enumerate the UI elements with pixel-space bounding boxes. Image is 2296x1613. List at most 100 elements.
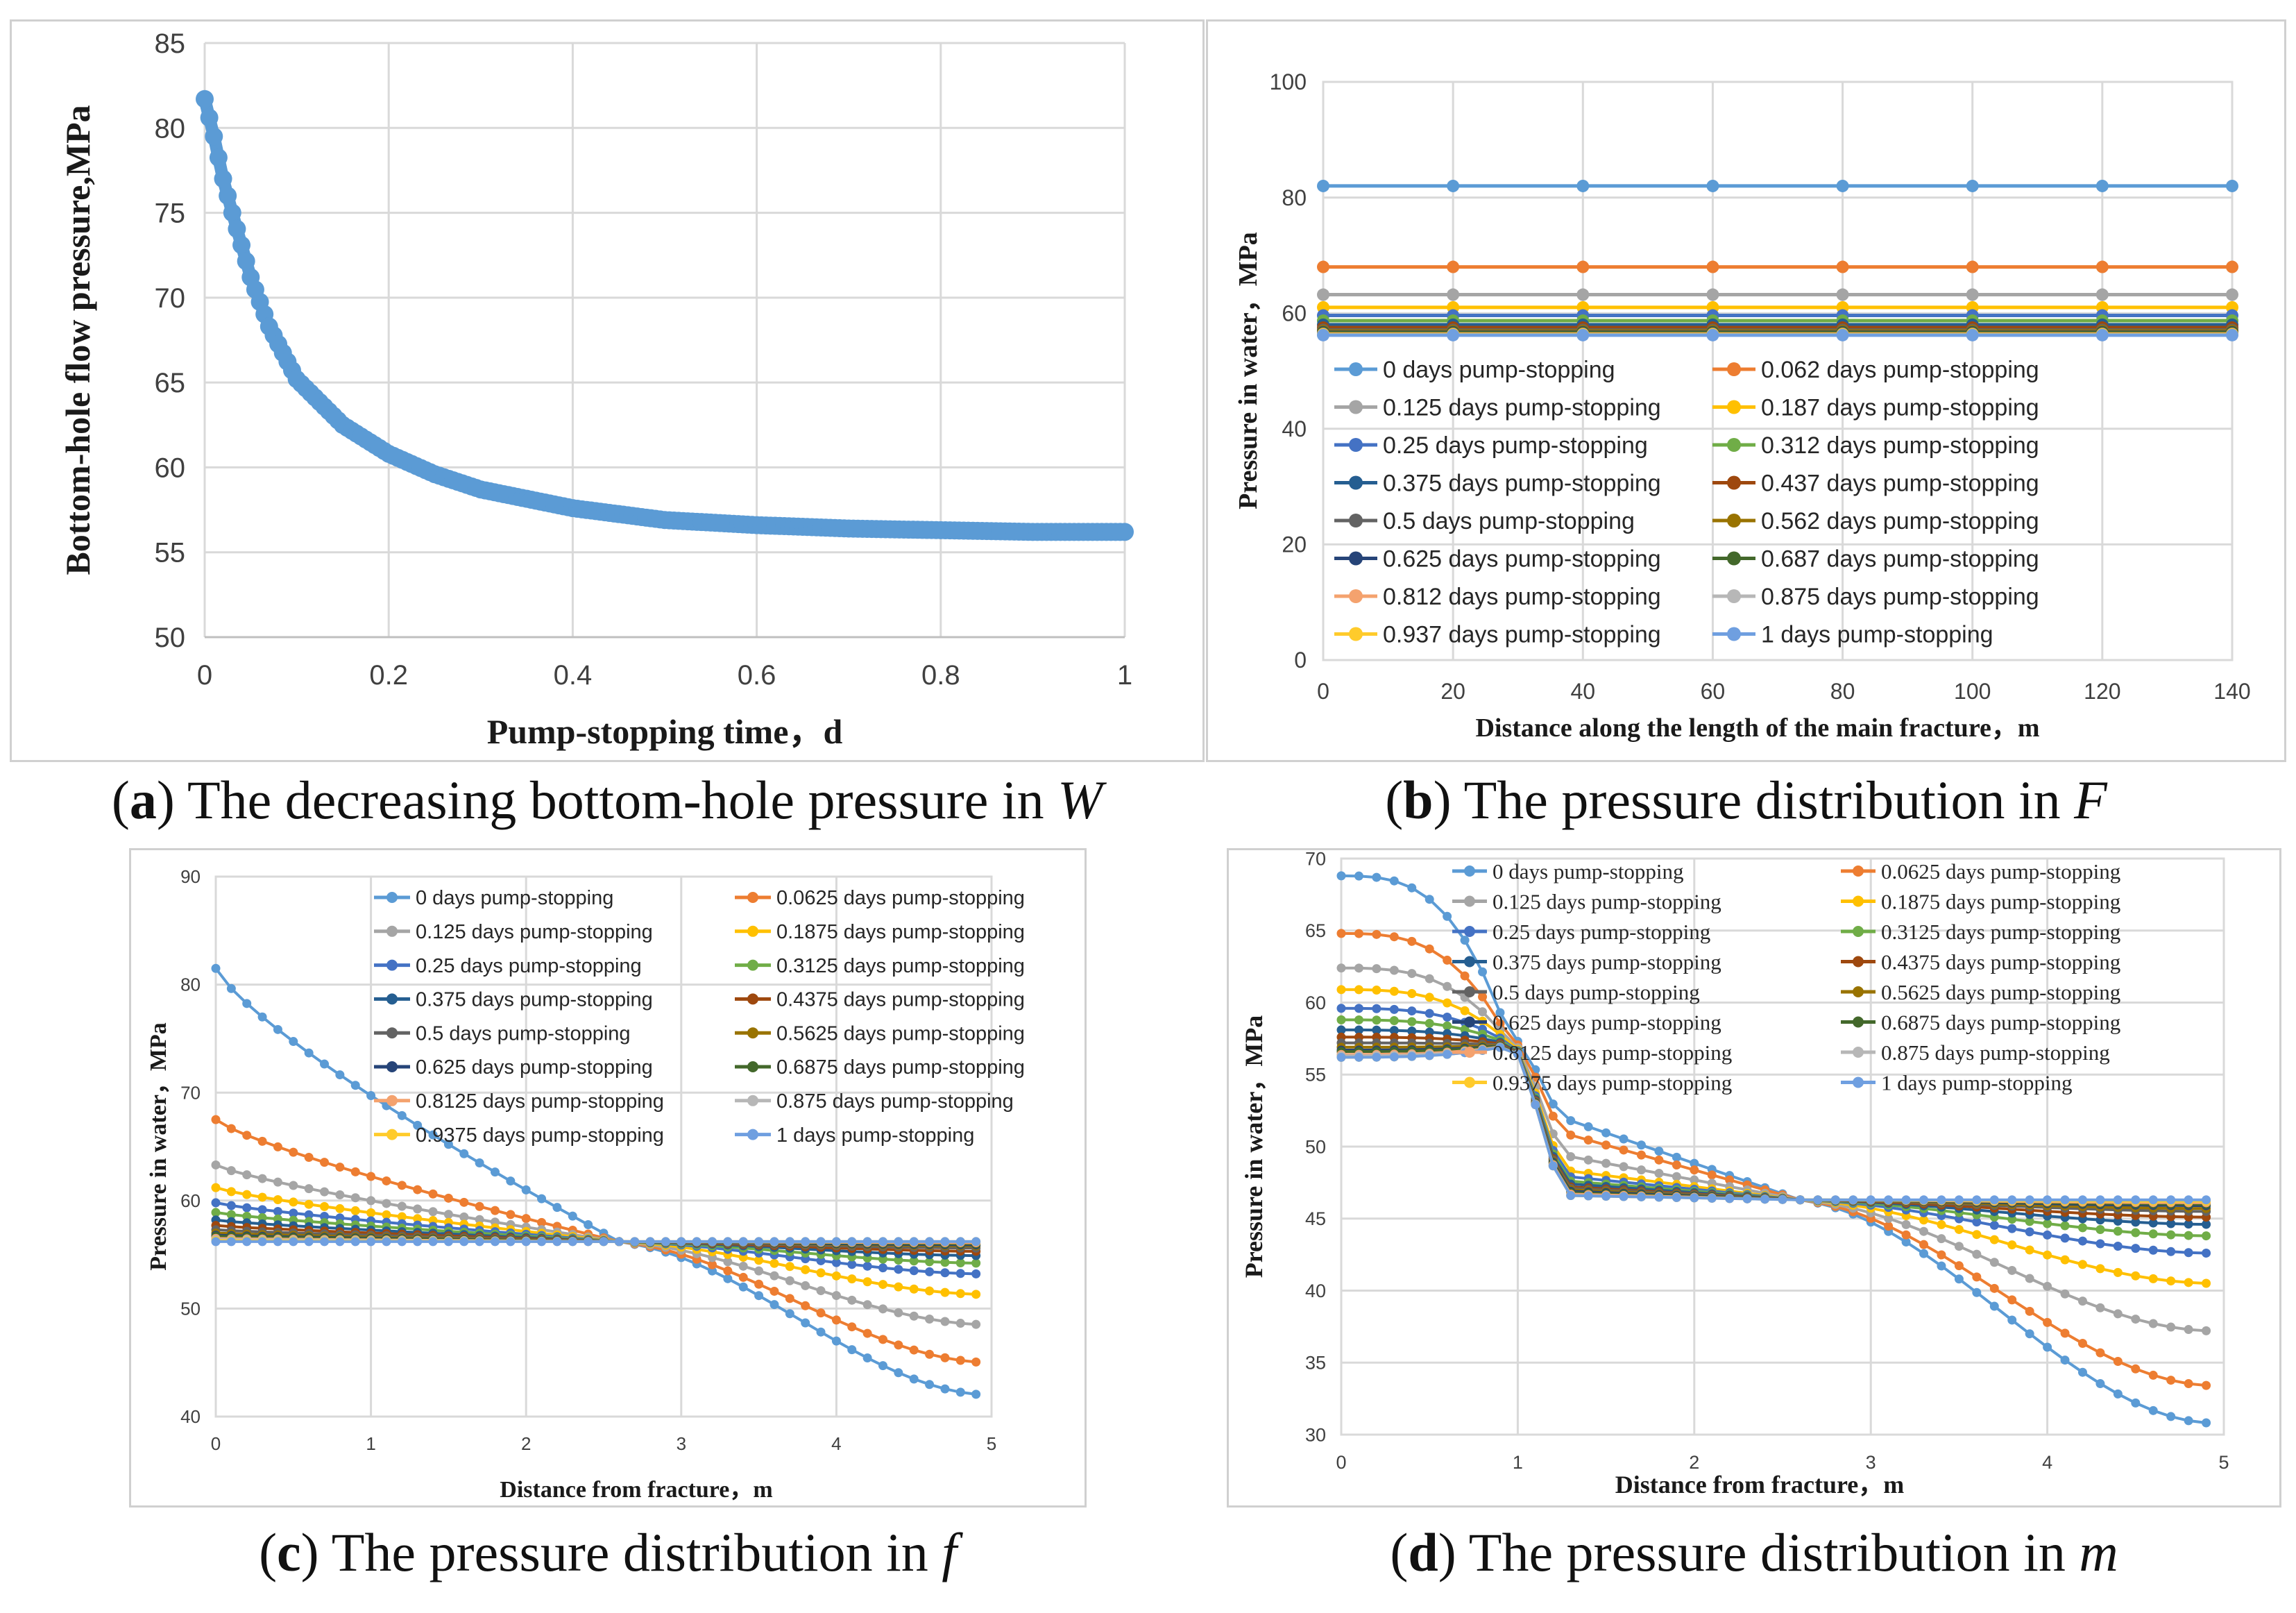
data-point — [289, 1208, 298, 1218]
data-point — [257, 1136, 267, 1146]
data-point — [459, 1149, 469, 1158]
data-point — [925, 1380, 935, 1390]
data-point — [1884, 1195, 1894, 1205]
legend-marker — [1727, 589, 1741, 603]
x-tick-label: 4 — [831, 1433, 841, 1454]
data-point — [1707, 1170, 1717, 1180]
data-point — [1566, 1152, 1576, 1162]
data-point — [584, 1220, 593, 1230]
data-point — [645, 1237, 655, 1247]
data-point — [397, 1110, 407, 1120]
data-point — [614, 1237, 624, 1247]
data-point — [1336, 929, 1346, 938]
data-point — [350, 1193, 360, 1203]
x-tick-label: 140 — [2213, 679, 2250, 704]
data-point — [490, 1206, 500, 1215]
legend-label: 0.875 days pump-stopping — [776, 1090, 1014, 1113]
data-point — [1372, 1052, 1381, 1062]
data-point — [2202, 1380, 2211, 1390]
data-point — [1672, 1192, 1681, 1202]
data-point — [677, 1237, 686, 1247]
data-point — [754, 1279, 764, 1289]
data-point — [955, 1387, 965, 1397]
data-point — [1460, 936, 1470, 945]
data-point — [2025, 1217, 2034, 1226]
data-point — [940, 1287, 950, 1297]
data-point — [1447, 260, 1460, 273]
data-point — [2184, 1195, 2193, 1205]
data-point — [1443, 1049, 1452, 1059]
data-point — [475, 1237, 484, 1247]
data-point — [940, 1317, 950, 1326]
data-point — [1937, 1261, 1946, 1271]
data-point — [2166, 1219, 2176, 1228]
data-point — [2113, 1226, 2123, 1236]
data-point — [1372, 1025, 1381, 1035]
data-point — [1989, 1258, 1999, 1267]
data-point — [1937, 1250, 1946, 1260]
data-point — [971, 1237, 981, 1247]
data-point — [1866, 1195, 1876, 1205]
data-point — [971, 1357, 981, 1367]
data-point — [242, 1131, 252, 1140]
data-point — [2202, 1326, 2211, 1335]
data-point — [909, 1284, 919, 1294]
data-point — [2095, 1195, 2105, 1205]
data-point — [925, 1237, 935, 1247]
data-point — [2166, 1276, 2176, 1286]
data-point — [2095, 1264, 2105, 1274]
legend-marker — [1464, 1076, 1475, 1088]
data-point — [909, 1237, 919, 1247]
data-point — [223, 203, 241, 222]
data-point — [366, 1172, 376, 1181]
data-point — [1954, 1195, 1964, 1205]
data-point — [1372, 872, 1381, 882]
legend-label: 0.9375 days pump-stopping — [1493, 1070, 1732, 1095]
data-point — [397, 1181, 407, 1190]
data-point — [320, 1187, 330, 1197]
y-tick-label: 60 — [1305, 993, 1326, 1013]
legend-label: 0.875 days pump-stopping — [1881, 1040, 2110, 1065]
data-point — [2131, 1364, 2141, 1374]
data-point — [2025, 1306, 2034, 1316]
data-point — [1389, 932, 1399, 942]
data-point — [2060, 1233, 2070, 1243]
data-point — [1706, 288, 1719, 301]
data-point — [2166, 1412, 2176, 1421]
data-point — [862, 1277, 872, 1287]
data-point — [521, 1185, 531, 1194]
data-point — [2007, 1240, 2017, 1250]
data-point — [816, 1308, 826, 1318]
data-point — [350, 1206, 360, 1215]
data-point — [273, 1024, 282, 1034]
data-point — [506, 1210, 516, 1219]
data-point — [2148, 1370, 2158, 1380]
legend-marker — [1727, 362, 1741, 376]
data-point — [2202, 1248, 2211, 1258]
data-point — [925, 1257, 935, 1267]
data-point — [2113, 1216, 2123, 1226]
data-point — [209, 149, 228, 167]
data-point — [552, 1237, 562, 1247]
data-point — [2166, 1322, 2176, 1332]
data-point — [1919, 1226, 1929, 1236]
data-point — [242, 1211, 252, 1221]
data-point — [1372, 1015, 1381, 1025]
series-line-d-15 — [1341, 1046, 2206, 1201]
data-point — [1848, 1195, 1858, 1205]
data-point — [443, 1140, 453, 1149]
data-point — [475, 1158, 484, 1167]
data-point — [878, 1280, 887, 1290]
data-point — [397, 1201, 407, 1211]
data-point — [289, 1181, 298, 1190]
data-point — [1636, 1165, 1646, 1175]
data-point — [1619, 1162, 1629, 1172]
data-point — [568, 1237, 577, 1247]
data-point — [320, 1059, 330, 1069]
data-point — [226, 1166, 236, 1176]
data-point — [1354, 1015, 1363, 1024]
data-point — [2077, 1223, 2087, 1233]
data-point — [273, 1237, 282, 1247]
y-axis-title: Pressure in water，MPa — [1240, 1015, 1268, 1278]
data-point — [257, 1192, 267, 1202]
